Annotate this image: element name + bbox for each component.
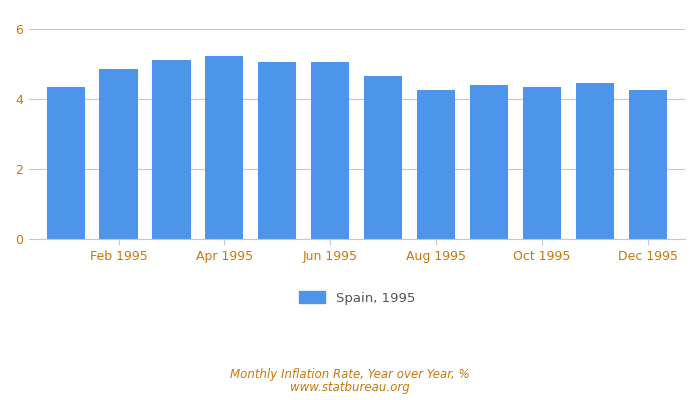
Bar bbox=[205, 56, 244, 239]
Bar bbox=[576, 83, 614, 239]
Bar bbox=[312, 62, 349, 239]
Text: www.statbureau.org: www.statbureau.org bbox=[290, 381, 410, 394]
Bar bbox=[470, 85, 508, 239]
Bar bbox=[629, 90, 667, 239]
Text: Monthly Inflation Rate, Year over Year, %: Monthly Inflation Rate, Year over Year, … bbox=[230, 368, 470, 381]
Bar bbox=[47, 87, 85, 239]
Bar bbox=[99, 69, 138, 239]
Bar bbox=[364, 76, 402, 239]
Bar bbox=[523, 87, 561, 239]
Bar bbox=[417, 90, 455, 239]
Bar bbox=[258, 62, 296, 239]
Bar bbox=[153, 60, 190, 239]
Legend: Spain, 1995: Spain, 1995 bbox=[293, 286, 420, 310]
